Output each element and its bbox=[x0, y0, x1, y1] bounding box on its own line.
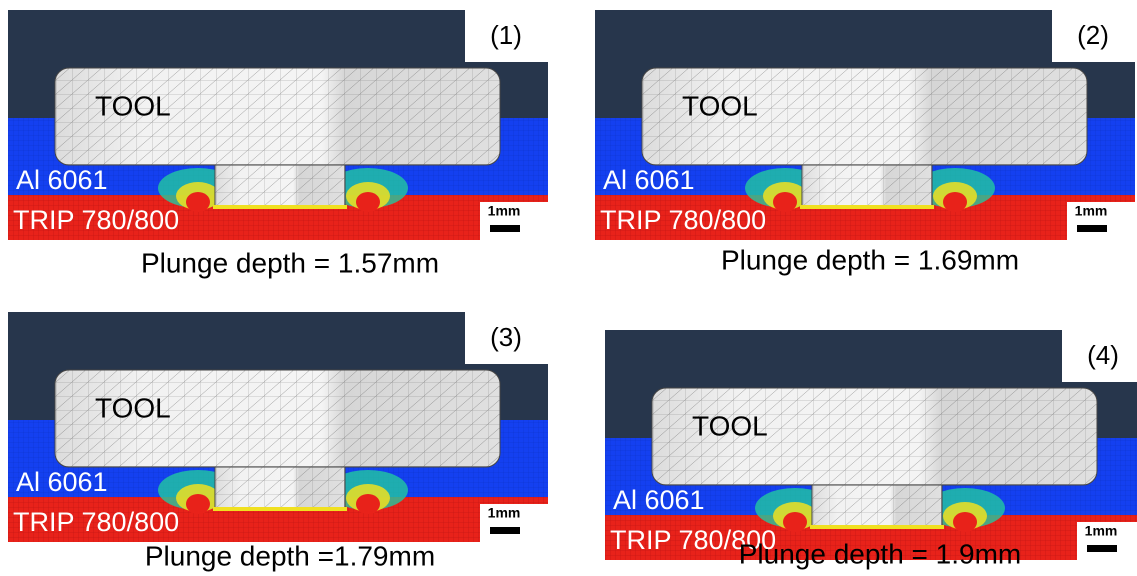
mixing-zone bbox=[186, 494, 210, 514]
pin-contact bbox=[213, 205, 347, 209]
caption: Plunge depth = 1.9mm bbox=[739, 538, 1022, 569]
mixing-zone bbox=[773, 192, 797, 212]
mixing-zone bbox=[356, 494, 380, 514]
pin-mesh bbox=[812, 485, 942, 527]
figure: (1) TOOL Al 6061 TRIP 780/800 1mm Plunge dept… bbox=[0, 0, 1137, 576]
panel-label: (3) bbox=[490, 322, 522, 352]
panel-label: (2) bbox=[1077, 20, 1109, 50]
tool-label: TOOL bbox=[682, 90, 758, 121]
al-label: Al 6061 bbox=[16, 165, 108, 195]
trip-label: TRIP 780/800 bbox=[13, 507, 179, 537]
panel-label: (1) bbox=[490, 20, 522, 50]
pin-contact bbox=[800, 205, 934, 209]
mixing-zone bbox=[783, 512, 807, 532]
scale-label: 1mm bbox=[488, 505, 521, 521]
mixing-zone bbox=[186, 192, 210, 212]
caption: Plunge depth =1.79mm bbox=[145, 540, 435, 571]
al-label: Al 6061 bbox=[16, 467, 108, 497]
tool-label: TOOL bbox=[692, 410, 768, 441]
mixing-zone bbox=[953, 512, 977, 532]
simulation-panel: (1) TOOL Al 6061 TRIP 780/800 1mm bbox=[8, 10, 548, 240]
al-label: Al 6061 bbox=[613, 485, 705, 515]
pin-contact bbox=[810, 525, 944, 529]
scale-label: 1mm bbox=[488, 203, 521, 219]
pin-mesh bbox=[215, 467, 345, 509]
caption: Plunge depth = 1.57mm bbox=[141, 247, 439, 278]
scale-bar bbox=[1087, 545, 1117, 552]
panel-label: (4) bbox=[1087, 340, 1119, 370]
simulation-panel: (2) TOOL Al 6061 TRIP 780/800 1mm bbox=[595, 10, 1135, 240]
tool-label: TOOL bbox=[95, 392, 171, 423]
scale-bar bbox=[490, 527, 520, 534]
al-label: Al 6061 bbox=[603, 165, 695, 195]
trip-label: TRIP 780/800 bbox=[13, 205, 179, 235]
scale-label: 1mm bbox=[1085, 523, 1118, 539]
pin-contact bbox=[213, 507, 347, 511]
pin-mesh bbox=[215, 165, 345, 207]
pin-mesh bbox=[802, 165, 932, 207]
tool-label: TOOL bbox=[95, 90, 171, 121]
simulation-panel: (3) TOOL Al 6061 TRIP 780/800 1mm bbox=[8, 312, 548, 542]
trip-label: TRIP 780/800 bbox=[600, 205, 766, 235]
scale-bar bbox=[1077, 225, 1107, 232]
caption: Plunge depth = 1.69mm bbox=[721, 244, 1019, 275]
scale-bar bbox=[490, 225, 520, 232]
scale-label: 1mm bbox=[1075, 203, 1108, 219]
mixing-zone bbox=[356, 192, 380, 212]
mixing-zone bbox=[943, 192, 967, 212]
